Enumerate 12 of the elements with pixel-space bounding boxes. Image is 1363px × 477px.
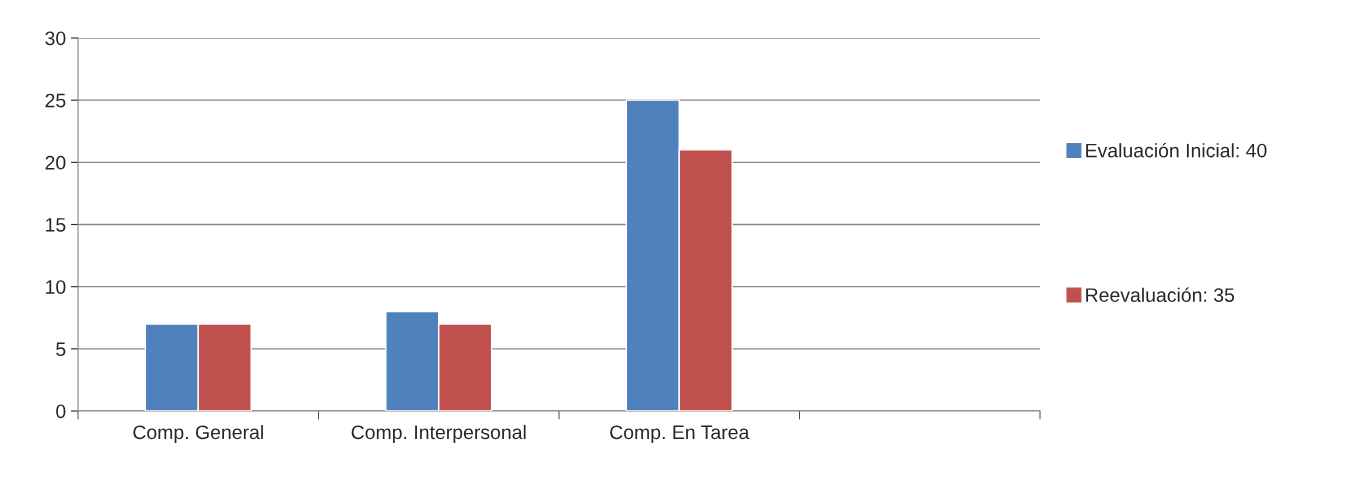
- legend-label: Reevaluación: 35: [1086, 287, 1235, 302]
- y-tick-label: 20: [45, 155, 66, 170]
- y-tick-label: 30: [45, 31, 66, 46]
- y-tick-label: 15: [46, 218, 66, 232]
- y-tick-label: 10: [46, 280, 66, 294]
- y-tick-label: 25: [45, 93, 66, 108]
- y-tick-label: 0: [56, 404, 66, 419]
- x-tick-label: Comp. En Tarea: [610, 425, 750, 444]
- y-tick-label: 5: [56, 342, 66, 357]
- legend-label: Evaluación Inicial: 40: [1086, 142, 1267, 158]
- x-tick-label: Comp. General: [133, 424, 263, 444]
- x-tick-label: Comp. Interpersonal: [351, 424, 526, 444]
